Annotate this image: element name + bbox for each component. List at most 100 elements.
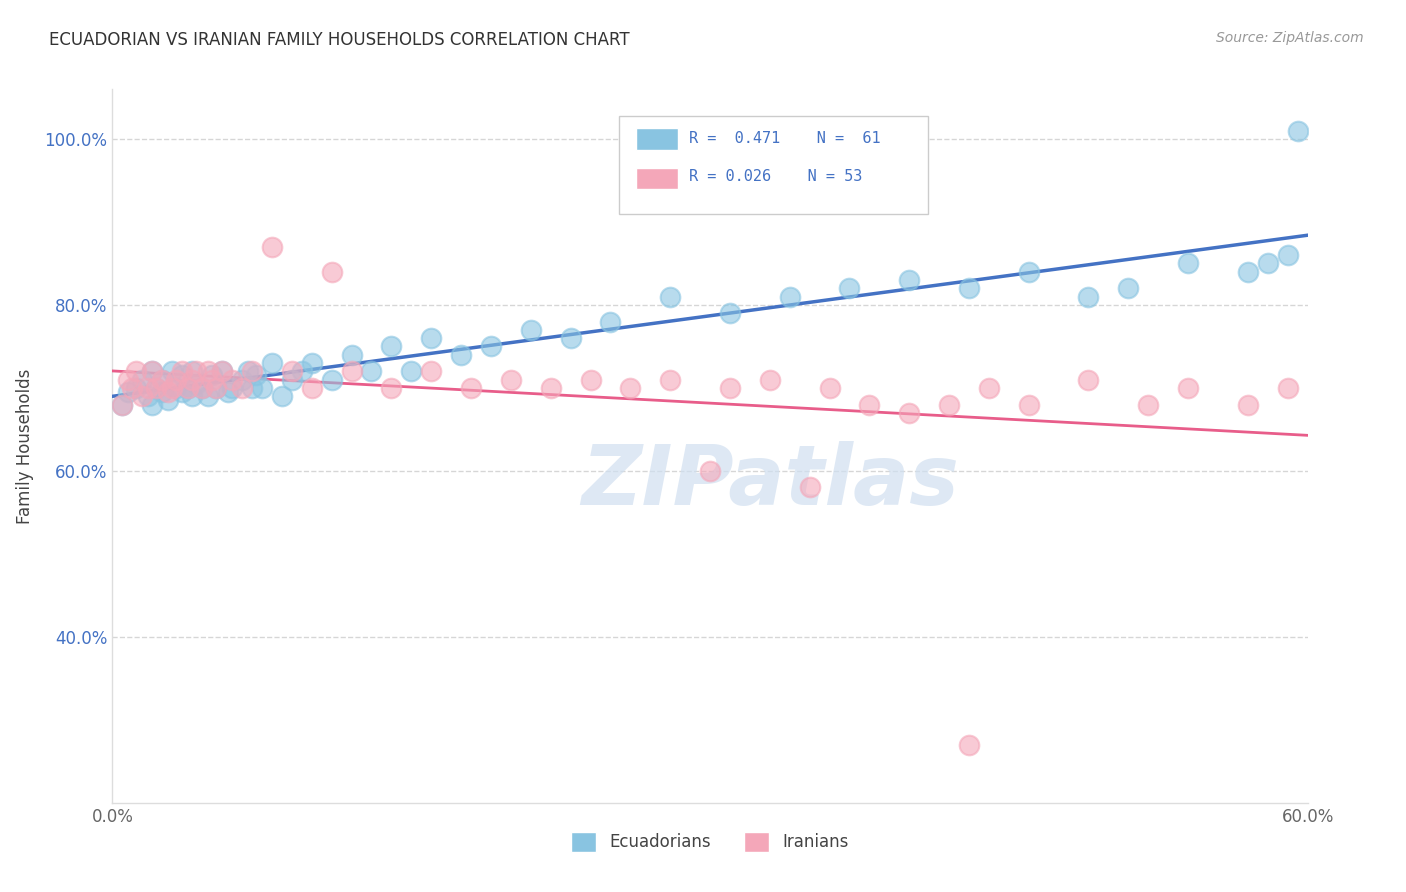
Point [360,364,382,378]
Point [177,381,200,395]
Point [718,381,741,395]
Point [957,281,980,295]
Point [560,331,582,345]
Point [250,381,273,395]
Point [240,381,263,395]
Point [211,364,233,378]
Point [1277,381,1299,395]
Point [281,364,304,378]
Point [1286,124,1309,138]
Point [117,385,139,400]
Point [380,339,402,353]
Point [718,306,741,320]
Point [340,364,363,378]
Y-axis label: Family Households: Family Households [15,368,34,524]
Point [205,381,228,395]
Point [125,381,148,395]
Point [1118,281,1140,295]
Point [420,364,443,378]
Point [291,364,314,378]
Point [111,397,134,411]
Point [281,373,304,387]
Point [1257,256,1279,270]
Point [540,381,562,395]
Point [260,240,283,254]
Point [321,265,343,279]
Point [301,381,323,395]
Point [201,368,224,383]
Point [197,364,219,378]
Point [172,368,194,383]
Point [779,290,801,304]
Text: ECUADORIAN VS IRANIAN FAMILY HOUSEHOLDS CORRELATION CHART: ECUADORIAN VS IRANIAN FAMILY HOUSEHOLDS … [49,31,630,49]
Point [157,385,180,400]
Point [858,397,880,411]
Point [205,381,228,395]
Point [162,364,183,378]
Point [217,385,239,400]
Point [520,323,543,337]
Point [211,364,233,378]
Point [236,364,259,378]
Point [380,381,402,395]
Point [231,373,253,387]
Point [1077,290,1099,304]
Point [270,389,292,403]
Point [131,389,153,403]
Point [125,364,148,378]
Legend: Ecuadorians, Iranians: Ecuadorians, Iranians [564,825,856,859]
Point [221,373,243,387]
Point [599,314,621,328]
Point [479,339,502,353]
Point [145,381,167,395]
Point [1137,397,1160,411]
Point [165,381,187,395]
Point [240,364,263,378]
Point [977,381,1000,395]
Point [181,373,204,387]
Point [172,385,194,400]
Point [131,373,153,387]
Point [186,376,208,391]
Point [121,381,143,395]
Point [759,373,782,387]
Point [141,397,163,411]
Point [138,389,160,403]
Point [191,381,214,395]
Point [619,381,641,395]
Point [181,364,204,378]
Point [938,397,960,411]
Text: R = 0.026    N = 53: R = 0.026 N = 53 [689,169,862,184]
Point [659,290,682,304]
Point [1177,381,1199,395]
Point [177,381,200,395]
Point [579,373,602,387]
Point [221,381,243,395]
Point [1018,265,1040,279]
Point [699,464,721,478]
Point [340,348,363,362]
Point [818,381,841,395]
Point [245,368,267,383]
Point [321,373,343,387]
Point [172,364,194,378]
Point [799,481,821,495]
Point [181,389,204,403]
Point [450,348,472,362]
Point [138,381,160,395]
Point [191,381,214,395]
Point [659,373,682,387]
Point [117,373,139,387]
Point [420,331,443,345]
Point [957,738,980,752]
Point [1237,265,1260,279]
Point [260,356,283,370]
Point [157,393,180,408]
Text: ZIPatlas: ZIPatlas [581,442,959,522]
Point [201,373,224,387]
Point [145,381,167,395]
Point [838,281,860,295]
Point [401,364,423,378]
Point [150,385,173,400]
Point [197,389,219,403]
